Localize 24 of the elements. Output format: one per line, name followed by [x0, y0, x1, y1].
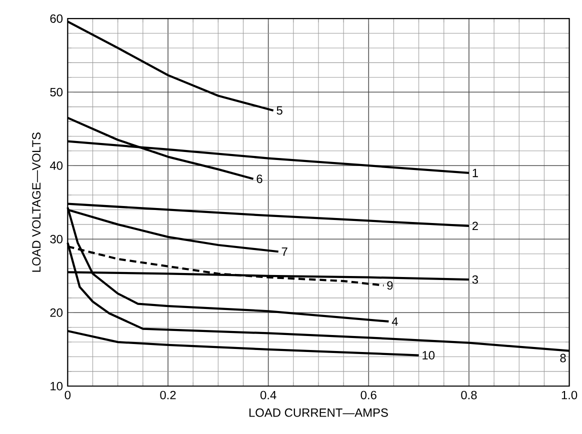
- x-tick-label: 0.6: [360, 390, 376, 400]
- series-label: 9: [387, 281, 393, 290]
- series-label: 1: [472, 168, 478, 178]
- x-tick-label: 0.8: [461, 390, 477, 400]
- series-label: 10: [422, 351, 435, 360]
- y-axis-title: LOAD VOLTAGE—VOLTS: [32, 132, 41, 272]
- x-tick-label: 1.0: [562, 390, 578, 400]
- series-label: 3: [472, 275, 478, 284]
- y-tick-label: 30: [50, 234, 63, 244]
- series-label: 2: [472, 222, 478, 230]
- y-tick-label: 60: [50, 14, 63, 23]
- x-tick-label: 0.2: [160, 390, 176, 400]
- series-label: 4: [392, 317, 398, 326]
- x-axis-title: LOAD CURRENT—AMPS: [249, 408, 388, 417]
- series-label: 8: [560, 354, 566, 362]
- x-tick-label: 0: [64, 390, 71, 400]
- series-label: 7: [282, 248, 288, 256]
- y-tick-label: 50: [50, 88, 63, 96]
- series-label: 5: [276, 106, 282, 115]
- series-label: 6: [256, 174, 262, 184]
- y-tick-label: 10: [50, 382, 63, 390]
- y-tick-label: 40: [50, 161, 63, 170]
- y-tick-label: 20: [50, 308, 63, 317]
- x-tick-label: 0.4: [260, 390, 276, 400]
